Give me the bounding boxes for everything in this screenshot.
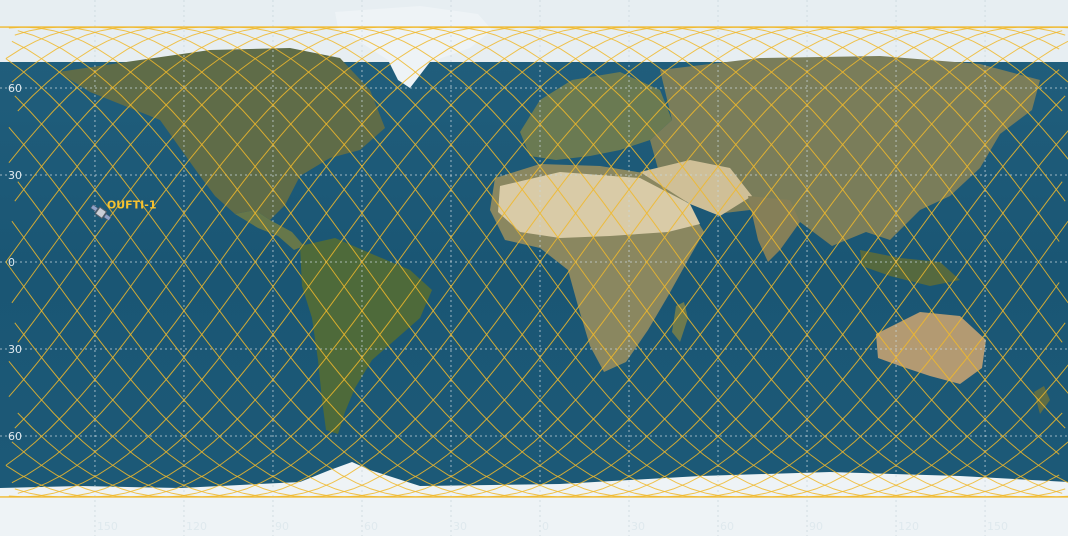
orbit-track-line	[11, 26, 1066, 498]
orbit-track-line	[14, 26, 1068, 498]
satellite-icon[interactable]	[90, 204, 112, 222]
longitude-tick-label: 120	[898, 520, 919, 533]
orbit-track-line	[8, 26, 1063, 498]
longitude-tick-label: 90	[809, 520, 823, 533]
orbit-track-line	[17, 26, 1068, 498]
latitude-tick-label: 30	[8, 169, 22, 182]
longitude-tick-label: 60	[720, 520, 734, 533]
orbit-track-line	[14, 26, 1068, 498]
orbit-track-line	[8, 26, 1063, 498]
longitude-tick-label: 30	[631, 520, 645, 533]
orbit-track-line	[5, 26, 1060, 498]
orbit-track-line	[8, 26, 1063, 498]
satellite-body	[94, 206, 108, 219]
ground-track	[0, 26, 1068, 498]
orbit-track-line	[8, 26, 1063, 498]
satellite-label[interactable]: OUFTI-1	[107, 199, 157, 212]
australia	[876, 312, 986, 384]
orbit-track-line	[5, 26, 1060, 498]
orbit-track-line	[8, 26, 1063, 498]
latitude-tick-label: 0	[8, 256, 15, 269]
sahara	[498, 172, 700, 238]
orbit-track-line	[11, 26, 1066, 498]
orbit-track-line	[11, 26, 1066, 498]
longitude-tick-label: 60	[364, 520, 378, 533]
orbit-track-line	[5, 26, 1060, 498]
orbit-track-line	[17, 26, 1068, 498]
longitude-tick-label: 30	[453, 520, 467, 533]
satellite-panel-right	[103, 213, 112, 222]
orbit-track-line	[11, 26, 1066, 498]
antarctica	[0, 462, 1068, 536]
longitude-tick-label: 0	[542, 520, 549, 533]
orbit-track-line	[11, 26, 1066, 498]
orbit-track-line	[17, 26, 1068, 498]
longitude-tick-label: 150	[97, 520, 118, 533]
latitude-tick-label: 60	[8, 82, 22, 95]
axis-labels: 150 120 90 60 30 0 30 60 90 120 150 60 30 0 30 60	[8, 82, 1008, 533]
arctic-ice	[0, 0, 1068, 62]
north-america	[58, 48, 385, 220]
orbit-track-line	[14, 26, 1068, 498]
orbit-track-line	[14, 26, 1068, 498]
satellite-panel-left	[90, 204, 99, 212]
orbit-track-line	[14, 26, 1068, 498]
orbit-track-line	[17, 26, 1068, 498]
orbit-track-line	[5, 26, 1060, 498]
orbit-track-line	[17, 26, 1068, 498]
south-america	[300, 238, 432, 434]
orbit-track-line	[5, 26, 1060, 498]
orbit-track-line	[8, 26, 1063, 498]
central-america	[235, 210, 304, 250]
orbit-track-line	[11, 26, 1066, 498]
latitude-tick-label: 30	[8, 343, 22, 356]
madagascar	[672, 302, 688, 342]
new-zealand	[1034, 386, 1050, 414]
orbit-track-line	[14, 26, 1068, 498]
longitude-tick-label: 90	[275, 520, 289, 533]
latitude-tick-label: 60	[8, 430, 22, 443]
india	[748, 196, 800, 262]
satellite-marker[interactable]: OUFTI-1	[90, 199, 157, 222]
orbit-track-line	[17, 26, 1068, 498]
longitude-tick-label: 120	[186, 520, 207, 533]
longitude-tick-label: 150	[987, 520, 1008, 533]
southeast-asia-islands	[860, 250, 960, 286]
orbit-track-line	[5, 26, 1060, 498]
